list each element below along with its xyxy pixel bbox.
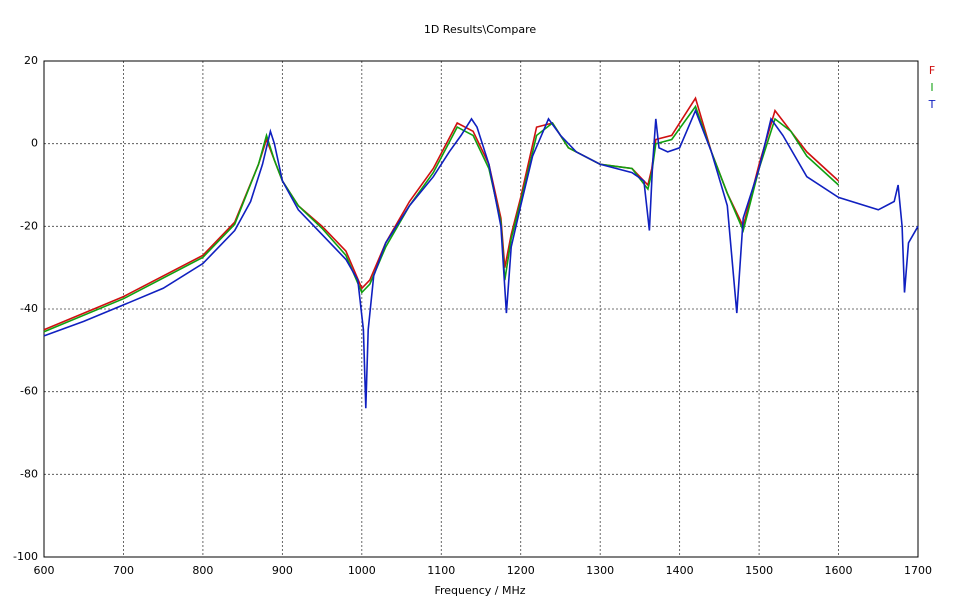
x-tick-label: 1200 bbox=[507, 564, 535, 577]
y-tick-label: -60 bbox=[20, 385, 38, 398]
plot-border bbox=[43, 60, 919, 558]
x-tick-label: 1700 bbox=[904, 564, 932, 577]
y-tick-label: -40 bbox=[20, 302, 38, 315]
x-tick-label: 1500 bbox=[745, 564, 773, 577]
series-line bbox=[43, 108, 919, 409]
x-tick-label: 1400 bbox=[666, 564, 694, 577]
x-tick-label: 700 bbox=[113, 564, 134, 577]
y-tick-label: -100 bbox=[13, 550, 38, 563]
legend-entry: F bbox=[929, 64, 935, 77]
legend-entry: I bbox=[930, 81, 933, 94]
x-tick-label: 800 bbox=[192, 564, 213, 577]
y-tick-label: 20 bbox=[24, 54, 38, 67]
y-tick-label: 0 bbox=[31, 137, 38, 150]
y-tick-label: -80 bbox=[20, 467, 38, 480]
legend-entry: T bbox=[928, 98, 936, 111]
y-tick-label: -20 bbox=[20, 219, 38, 232]
x-axis-label: Frequency / MHz bbox=[434, 584, 525, 597]
chart-title: 1D Results\Compare bbox=[424, 23, 537, 36]
x-tick-label: 1000 bbox=[348, 564, 376, 577]
x-tick-label: 1600 bbox=[825, 564, 853, 577]
x-tick-label: 600 bbox=[34, 564, 55, 577]
x-tick-label: 1300 bbox=[586, 564, 614, 577]
x-tick-label: 1100 bbox=[427, 564, 455, 577]
x-tick-label: 900 bbox=[272, 564, 293, 577]
